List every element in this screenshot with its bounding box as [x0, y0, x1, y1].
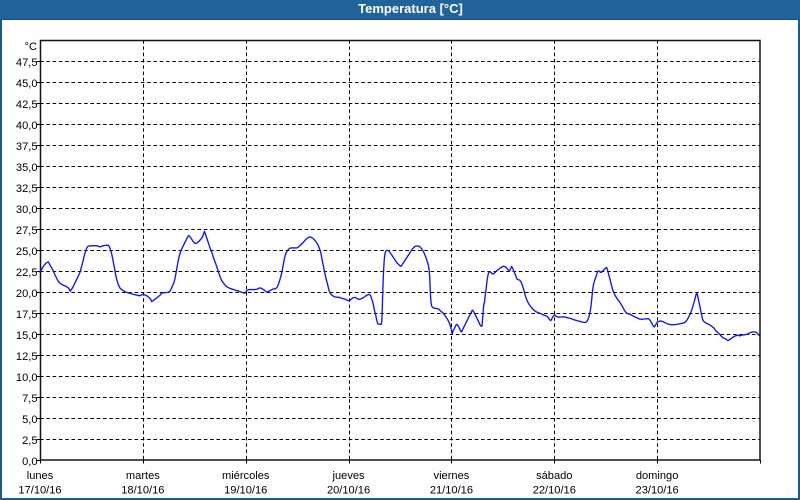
svg-text:18/10/16: 18/10/16 [121, 485, 164, 497]
svg-text:25,0: 25,0 [16, 246, 38, 258]
svg-text:martes: martes [126, 470, 160, 482]
svg-text:23/10/16: 23/10/16 [636, 485, 679, 497]
svg-text:42,5: 42,5 [16, 99, 38, 111]
svg-text:32,5: 32,5 [16, 183, 38, 195]
svg-text:20/10/16: 20/10/16 [327, 485, 370, 497]
svg-text:lunes: lunes [27, 470, 54, 482]
svg-text:22,5: 22,5 [16, 267, 38, 279]
svg-text:10,0: 10,0 [16, 372, 38, 384]
svg-text:sábado: sábado [536, 470, 572, 482]
svg-text:22/10/16: 22/10/16 [533, 485, 576, 497]
svg-text:0,0: 0,0 [22, 456, 37, 468]
svg-text:35,0: 35,0 [16, 162, 38, 174]
svg-text:21/10/16: 21/10/16 [430, 485, 473, 497]
svg-text:15,0: 15,0 [16, 330, 38, 342]
svg-text:45,0: 45,0 [16, 78, 38, 90]
svg-text:30,0: 30,0 [16, 204, 38, 216]
svg-text:domingo: domingo [636, 470, 679, 482]
svg-text:19/10/16: 19/10/16 [224, 485, 267, 497]
svg-text:17/10/16: 17/10/16 [18, 485, 61, 497]
svg-text:37,5: 37,5 [16, 141, 38, 153]
svg-text:12,5: 12,5 [16, 351, 38, 363]
svg-text:27,5: 27,5 [16, 225, 38, 237]
svg-text:miércoles: miércoles [222, 470, 270, 482]
svg-text:2,5: 2,5 [22, 435, 37, 447]
svg-text:17,5: 17,5 [16, 309, 38, 321]
svg-text:5,0: 5,0 [22, 414, 37, 426]
svg-text:°C: °C [25, 41, 37, 53]
svg-text:viernes: viernes [434, 470, 470, 482]
svg-text:jueves: jueves [332, 470, 366, 482]
svg-text:40,0: 40,0 [16, 120, 38, 132]
svg-text:20,0: 20,0 [16, 288, 38, 300]
svg-text:7,5: 7,5 [22, 393, 37, 405]
svg-text:47,5: 47,5 [16, 57, 38, 69]
